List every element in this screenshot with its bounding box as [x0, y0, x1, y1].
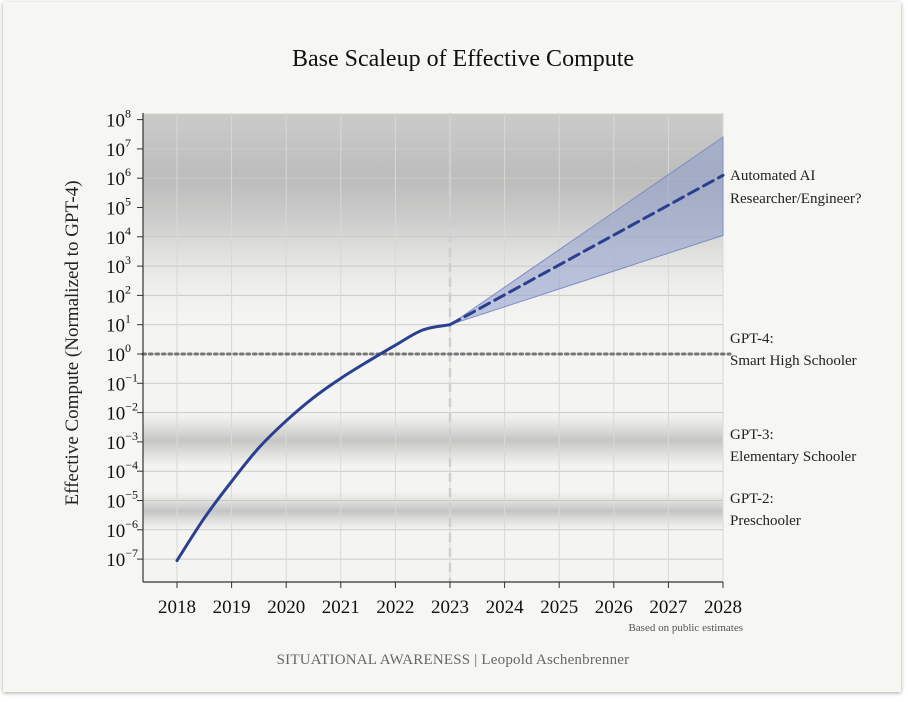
y-tick-base: 10 — [106, 257, 125, 278]
y-tick-label: 10−2 — [106, 400, 138, 425]
x-tick-label: 2027 — [649, 597, 687, 618]
capability-band-gpt2 — [143, 491, 723, 530]
y-tick-exponent: −6 — [125, 517, 138, 531]
uncertainty-band — [449, 136, 724, 326]
chart-title: Base Scaleup of Effective Compute — [292, 46, 634, 72]
footer-credit: SITUATIONAL AWARENESS | Leopold Aschenbr… — [277, 652, 630, 668]
y-tick-base: 10 — [106, 345, 125, 366]
annotation-line: Elementary Schooler — [730, 449, 856, 465]
y-tick-base: 10 — [106, 433, 125, 454]
y-tick-exponent: −7 — [125, 546, 138, 560]
annotation-line: Smart High Schooler — [730, 353, 857, 369]
y-tick-exponent: 0 — [125, 341, 131, 355]
source-note: Based on public estimates — [628, 622, 743, 634]
annotation-line: Researcher/Engineer? — [730, 191, 862, 207]
y-tick-base: 10 — [106, 462, 125, 483]
y-tick-base: 10 — [106, 111, 125, 132]
x-tick-label: 2021 — [322, 597, 360, 618]
y-tick-label: 104 — [106, 224, 131, 249]
y-tick-label: 10−6 — [106, 517, 138, 542]
plot-area: 10810710610510410310210110010−110−210−31… — [106, 107, 862, 618]
annotation-automated-ai: Automated AI Researcher/Engineer? — [730, 168, 862, 207]
y-tick-base: 10 — [106, 169, 125, 190]
y-tick-label: 105 — [106, 195, 131, 220]
y-tick-label: 108 — [106, 107, 131, 132]
y-tick-exponent: 3 — [125, 253, 131, 267]
y-tick-label: 10−1 — [106, 370, 138, 395]
y-tick-base: 10 — [106, 228, 125, 249]
y-tick-label: 10−4 — [106, 458, 138, 483]
x-tick-label: 2019 — [213, 597, 251, 618]
y-tick-exponent: 6 — [125, 165, 131, 179]
y-tick-exponent: −3 — [125, 429, 138, 443]
y-tick-label: 100 — [106, 341, 131, 366]
y-tick-exponent: 8 — [125, 107, 131, 121]
y-tick-label: 101 — [106, 312, 131, 337]
y-axis-label: Effective Compute (Normalized to GPT-4) — [62, 180, 83, 505]
x-tick-label: 2025 — [540, 597, 578, 618]
y-tick-exponent: −5 — [125, 488, 138, 502]
y-tick-label: 107 — [106, 136, 131, 161]
y-tick-label: 10−5 — [106, 488, 138, 513]
x-tick-label: 2018 — [158, 597, 196, 618]
y-tick-exponent: −4 — [125, 458, 138, 472]
y-tick-base: 10 — [106, 199, 125, 220]
x-tick-label: 2026 — [595, 597, 633, 618]
x-tick-label: 2023 — [431, 597, 469, 618]
y-tick-base: 10 — [106, 521, 125, 542]
annotation-gpt3: GPT-3: Elementary Schooler — [730, 427, 856, 465]
annotation-gpt4: GPT-4: Smart High Schooler — [730, 331, 857, 369]
annotation-gpt2: GPT-2: Preschooler — [730, 491, 801, 529]
y-tick-exponent: 1 — [125, 312, 131, 326]
y-tick-exponent: 7 — [125, 136, 131, 150]
y-tick-base: 10 — [106, 316, 125, 337]
y-tick-exponent: −1 — [125, 370, 138, 384]
y-tick-base: 10 — [106, 140, 125, 161]
y-tick-base: 10 — [106, 492, 125, 513]
x-tick-label: 2020 — [267, 597, 305, 618]
annotation-line: GPT-2: — [730, 491, 774, 507]
projection-line — [448, 173, 725, 327]
y-tick-base: 10 — [106, 374, 125, 395]
annotation-line: Preschooler — [730, 513, 801, 529]
y-tick-exponent: 4 — [125, 224, 131, 238]
y-tick-exponent: −2 — [125, 400, 138, 414]
y-tick-label: 102 — [106, 282, 131, 307]
y-tick-label: 106 — [106, 165, 131, 190]
x-tick-label: 2024 — [486, 597, 525, 618]
annotation-line: Automated AI — [730, 168, 815, 184]
y-tick-base: 10 — [106, 404, 125, 425]
annotation-line: GPT-3: — [730, 427, 774, 443]
y-tick-label: 10−7 — [106, 546, 138, 571]
y-tick-label: 103 — [106, 253, 131, 278]
x-tick-label: 2028 — [704, 597, 742, 618]
y-tick-exponent: 2 — [125, 282, 131, 296]
x-tick-label: 2022 — [376, 597, 414, 618]
y-tick-base: 10 — [106, 286, 125, 307]
annotation-line: GPT-4: — [730, 331, 774, 347]
historical-line — [175, 323, 452, 563]
capability-band-gpt3 — [143, 414, 723, 467]
y-tick-base: 10 — [106, 550, 125, 571]
y-tick-exponent: 5 — [125, 195, 131, 209]
y-tick-label: 10−3 — [106, 429, 138, 454]
